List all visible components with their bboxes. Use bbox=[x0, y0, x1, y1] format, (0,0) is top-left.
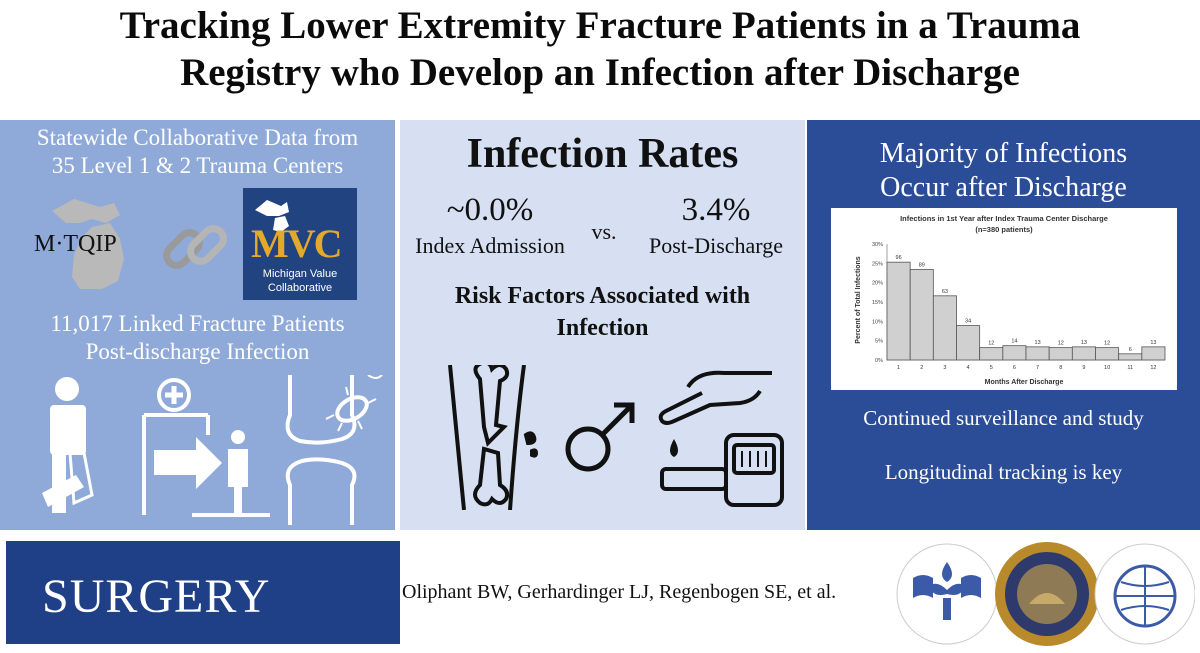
chart-bar-value-label: 12 bbox=[988, 341, 994, 347]
chart-bar bbox=[1002, 345, 1027, 361]
chart-y-tick-label: 20% bbox=[872, 281, 883, 287]
chart-x-tick-label: 11 bbox=[1127, 365, 1133, 371]
chart-bar bbox=[932, 295, 957, 361]
index-admission-rate: ~0.0% bbox=[446, 192, 534, 228]
statewide-heading-line-2: 35 Level 1 & 2 Trauma Centers bbox=[51, 153, 344, 178]
chart-bar bbox=[1141, 346, 1166, 361]
chart-y-tick-label: 15% bbox=[872, 300, 883, 306]
chart-x-tick-label: 12 bbox=[1150, 365, 1156, 371]
statewide-heading-line-1: Statewide Collaborative Data from bbox=[36, 125, 359, 150]
chart-bar-value-label: 89 bbox=[919, 263, 925, 269]
majority-heading-line-2: Occur after Discharge bbox=[880, 172, 1127, 203]
chart-bar-value-label: 12 bbox=[1104, 341, 1110, 347]
surgery-journal-banner: SURGERY bbox=[6, 541, 400, 644]
journal-name: SURGERY bbox=[42, 570, 271, 623]
post-discharge-label: Post-Discharge bbox=[648, 233, 784, 258]
title-line-2: Registry who Develop an Infection after … bbox=[180, 51, 1020, 94]
chain-link-icon bbox=[163, 225, 227, 269]
chart-bar-value-label: 6 bbox=[1129, 347, 1132, 353]
infections-by-month-chart: Infections in 1st Year after Index Traum… bbox=[831, 208, 1177, 390]
chart-bar bbox=[1071, 346, 1096, 361]
infection-rates-panel: Infection Rates ~0.0% Index Admission vs… bbox=[400, 120, 805, 530]
hospital-discharge-icon bbox=[142, 378, 270, 517]
versus-label: vs. bbox=[591, 219, 617, 244]
chart-x-tick-label: 10 bbox=[1104, 365, 1110, 371]
chart-bar bbox=[1118, 353, 1143, 361]
chart-bar-value-label: 13 bbox=[1035, 340, 1041, 346]
chart-x-tick-label: 2 bbox=[920, 365, 923, 371]
chart-bar-value-label: 96 bbox=[896, 255, 902, 261]
person-with-leg-cast-icon bbox=[42, 377, 94, 513]
chart-x-tick-label: 3 bbox=[943, 365, 946, 371]
glucose-meter-icon bbox=[658, 370, 784, 507]
chart-x-tick-label: 8 bbox=[1059, 365, 1062, 371]
linked-patients-line: 11,017 Linked Fracture Patients bbox=[50, 311, 345, 336]
surveillance-note: Continued surveillance and study bbox=[863, 406, 1144, 430]
longitudinal-tracking-note: Longitudinal tracking is key bbox=[884, 460, 1123, 484]
open-fracture-icon bbox=[448, 365, 539, 510]
michigan-map-icon bbox=[52, 199, 124, 289]
chart-bar bbox=[1025, 346, 1050, 361]
knee-joint-bacteria-icon bbox=[285, 375, 383, 525]
author-citation: Oliphant BW, Gerhardinger LJ, Regenbogen… bbox=[402, 581, 837, 603]
mvc-logo: MVC Michigan Value Collaborative bbox=[243, 188, 357, 300]
risk-factors-heading-line-1: Risk Factors Associated with bbox=[454, 283, 751, 309]
chart-x-tick-label: 9 bbox=[1082, 365, 1085, 371]
chart-y-tick-label: 25% bbox=[872, 261, 883, 267]
chart-bar-value-label: 34 bbox=[965, 319, 971, 325]
post-discharge-infections-panel: Majority of Infections Occur after Disch… bbox=[807, 120, 1200, 530]
chart-subtitle: (n=380 patients) bbox=[975, 225, 1033, 234]
chart-title: Infections in 1st Year after Index Traum… bbox=[900, 214, 1108, 223]
chart-bar bbox=[909, 269, 934, 361]
american-association-of-endocrine-surgeons-seal bbox=[1094, 543, 1195, 645]
chart-x-tick-label: 5 bbox=[990, 365, 993, 371]
post-discharge-infection-line: Post-discharge Infection bbox=[85, 339, 310, 364]
chart-bar-value-label: 63 bbox=[942, 289, 948, 295]
chart-y-tick-label: 30% bbox=[872, 242, 883, 248]
risk-factors-heading-line-2: Infection bbox=[556, 315, 649, 341]
chart-bar-value-label: 14 bbox=[1011, 339, 1017, 345]
left-panel-icons bbox=[42, 375, 383, 525]
mvc-name-line-2: Collaborative bbox=[267, 282, 333, 294]
chart-bar bbox=[1095, 347, 1120, 361]
statewide-data-panel: Statewide Collaborative Data from 35 Lev… bbox=[0, 120, 395, 530]
chart-bar-value-label: 13 bbox=[1150, 340, 1156, 346]
chart-x-axis-label: Months After Discharge bbox=[985, 379, 1064, 386]
chart-x-tick-label: 4 bbox=[967, 365, 970, 371]
chart-y-tick-label: 5% bbox=[875, 339, 883, 345]
michigan-outline-icon bbox=[255, 200, 289, 232]
title-line-1: Tracking Lower Extremity Fracture Patien… bbox=[119, 4, 1081, 47]
infections-bar-chart-svg: Infections in 1st Year after Index Traum… bbox=[855, 214, 1166, 386]
chart-bar-value-label: 12 bbox=[1058, 341, 1064, 347]
chart-y-tick-label: 10% bbox=[872, 319, 883, 325]
chart-x-tick-label: 1 bbox=[897, 365, 900, 371]
infection-rates-heading: Infection Rates bbox=[466, 131, 739, 177]
majority-heading-line-1: Majority of Infections bbox=[879, 138, 1128, 169]
male-symbol-icon bbox=[565, 402, 635, 472]
poster-title: Tracking Lower Extremity Fracture Patien… bbox=[0, 2, 1200, 96]
chart-y-tick-label: 0% bbox=[875, 358, 883, 364]
mvc-letters: MVC bbox=[251, 221, 343, 266]
chart-bar bbox=[1048, 347, 1073, 361]
central-surgical-association-seal bbox=[995, 542, 1099, 646]
post-discharge-rate: 3.4% bbox=[681, 192, 751, 228]
chart-x-tick-label: 6 bbox=[1013, 365, 1016, 371]
chart-bar bbox=[979, 347, 1004, 361]
mtqip-logo: M·TQIP bbox=[22, 193, 152, 293]
chart-x-tick-label: 7 bbox=[1036, 365, 1039, 371]
chart-bar bbox=[886, 261, 911, 361]
mvc-name-line-1: Michigan Value bbox=[262, 268, 338, 280]
index-admission-label: Index Admission bbox=[415, 233, 565, 258]
chart-bar-value-label: 13 bbox=[1081, 340, 1087, 346]
chart-y-axis-label: Percent of Total Infections bbox=[855, 256, 862, 343]
mtqip-logo-text: M·TQIP bbox=[34, 231, 117, 257]
risk-factor-icons bbox=[448, 365, 784, 510]
society-of-university-surgeons-seal bbox=[896, 543, 998, 645]
society-seals bbox=[896, 542, 1195, 646]
chart-bar bbox=[956, 325, 981, 361]
